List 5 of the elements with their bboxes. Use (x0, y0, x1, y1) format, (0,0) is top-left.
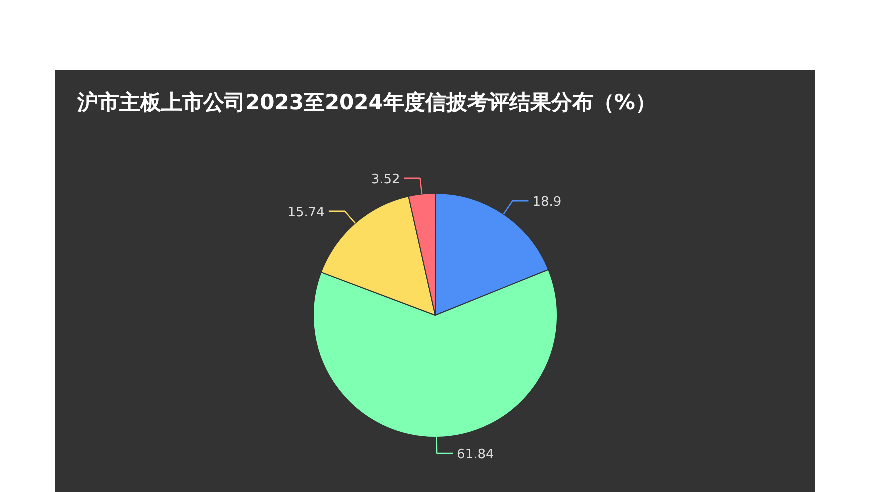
data-label: 15.74 (288, 205, 325, 220)
data-label: 18.9 (532, 195, 562, 210)
chart-title: 沪市主板上市公司2023至2024年度信披考评结果分布（%） (76, 90, 656, 114)
data-label: 3.52 (371, 172, 400, 188)
data-label: 61.84 (457, 447, 494, 462)
